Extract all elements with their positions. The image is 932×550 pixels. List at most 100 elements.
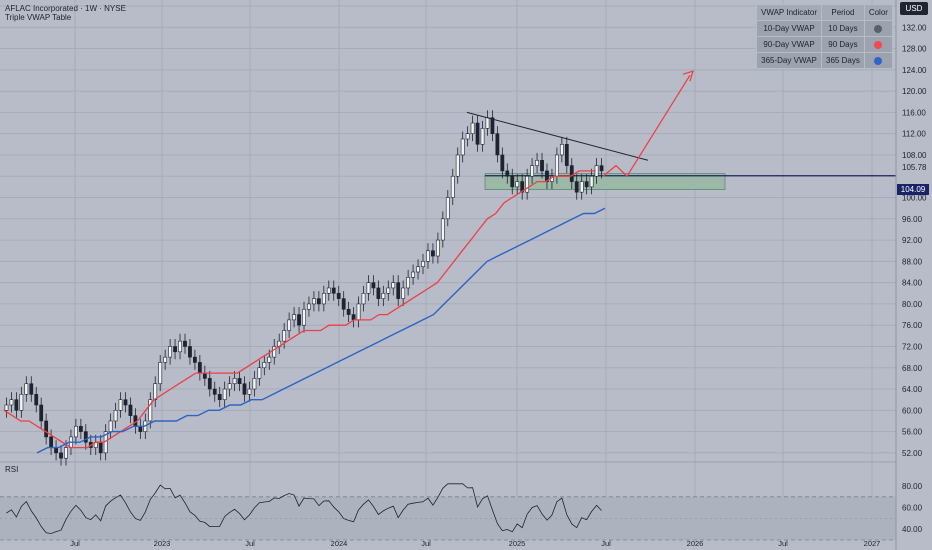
time-tick-label: 2027 bbox=[864, 539, 881, 548]
price-tick-label: 52.00 bbox=[902, 449, 923, 458]
candle-body bbox=[386, 287, 391, 294]
vwap-row: 10-Day VWAP 10 Days bbox=[755, 20, 893, 37]
time-tick-label: Jul bbox=[421, 539, 431, 548]
vwap-table: VWAP Indicator Period Color 10-Day VWAP … bbox=[755, 4, 893, 69]
candle-body bbox=[341, 298, 346, 310]
time-tick-label: Jul bbox=[70, 539, 80, 548]
candle-body bbox=[242, 383, 247, 395]
candle-body bbox=[381, 292, 386, 299]
candle-body bbox=[331, 287, 336, 294]
time-tick-label: Jul bbox=[601, 539, 611, 548]
candle-body bbox=[445, 197, 450, 220]
candle-body bbox=[9, 399, 14, 406]
candle-body bbox=[138, 425, 143, 432]
time-tick-label: 2026 bbox=[687, 539, 704, 548]
candle-body bbox=[545, 170, 549, 182]
price-candles bbox=[4, 110, 604, 466]
candle-body bbox=[14, 399, 19, 411]
vwap-period: 10 Days bbox=[821, 20, 865, 37]
candle-body bbox=[351, 314, 356, 321]
grid-lines bbox=[0, 0, 896, 538]
candle-body bbox=[247, 388, 252, 395]
candle-body bbox=[391, 282, 396, 289]
candle-body bbox=[282, 330, 287, 342]
candle-body bbox=[569, 165, 574, 182]
projection-arrowhead-icon bbox=[682, 70, 694, 82]
candle-body bbox=[510, 175, 515, 188]
candle-body bbox=[207, 378, 212, 390]
candle-body bbox=[44, 420, 49, 438]
candle-body bbox=[426, 250, 430, 262]
vwap-period: 90 Days bbox=[821, 36, 865, 53]
candle-body bbox=[579, 181, 584, 193]
candle-body bbox=[346, 308, 351, 315]
candle-body bbox=[505, 170, 510, 177]
candle-body bbox=[371, 282, 376, 289]
candle-body bbox=[465, 133, 470, 140]
price-axis-bg bbox=[896, 0, 932, 550]
candle-body bbox=[520, 181, 525, 193]
candle-body bbox=[74, 425, 78, 438]
candle-body bbox=[232, 378, 237, 385]
color-swatch-icon bbox=[874, 40, 883, 49]
price-tick-label: 108.00 bbox=[902, 151, 927, 160]
descending-trendline bbox=[466, 111, 649, 161]
price-tick-label: 84.00 bbox=[902, 279, 923, 288]
candle-body bbox=[163, 356, 168, 363]
candle-body bbox=[564, 144, 569, 166]
candle-body bbox=[416, 266, 420, 273]
axes: 136.00132.00128.00124.00120.00116.00112.… bbox=[70, 0, 932, 550]
candle-body bbox=[589, 175, 594, 188]
candle-body bbox=[554, 154, 559, 177]
time-tick-label: Jul bbox=[245, 539, 255, 548]
candle-body bbox=[118, 399, 123, 411]
price-tick-label: 80.00 bbox=[902, 300, 923, 309]
price-tick-label: 120.00 bbox=[902, 87, 927, 96]
candle-body bbox=[297, 314, 301, 326]
candle-body bbox=[495, 133, 500, 156]
vwap-indicator: 10-Day VWAP bbox=[755, 20, 823, 37]
currency-badge[interactable]: USD bbox=[900, 2, 928, 15]
candle-body bbox=[326, 287, 331, 294]
rsi-label: RSI bbox=[5, 465, 19, 474]
candle-body bbox=[287, 319, 292, 331]
candle-body bbox=[272, 346, 277, 358]
candle-body bbox=[267, 356, 272, 363]
candle-body bbox=[530, 165, 534, 177]
candle-body bbox=[123, 399, 128, 406]
candle-body bbox=[49, 436, 54, 448]
candle-body bbox=[54, 447, 58, 454]
price-tick-label: 105.78 bbox=[902, 163, 927, 172]
candle-body bbox=[29, 383, 34, 395]
vwap-row: 90-Day VWAP 90 Days bbox=[755, 36, 893, 53]
candle-body bbox=[535, 159, 539, 166]
vwap-color-cell bbox=[863, 20, 893, 37]
candle-body bbox=[98, 441, 103, 454]
price-tick-label: 124.00 bbox=[902, 66, 927, 75]
candle-body bbox=[515, 181, 520, 188]
header-indicator: VWAP Indicator bbox=[755, 4, 823, 21]
candle-body bbox=[83, 431, 88, 443]
candle-body bbox=[252, 378, 257, 390]
candle-body bbox=[366, 282, 371, 294]
candle-body bbox=[361, 292, 366, 305]
candle-body bbox=[59, 452, 63, 459]
candle-body bbox=[584, 181, 589, 188]
annotations bbox=[466, 70, 694, 178]
candle-body bbox=[173, 346, 177, 353]
price-tick-label: 116.00 bbox=[902, 108, 926, 117]
vwap-color-cell bbox=[863, 52, 893, 69]
price-tick-label: 92.00 bbox=[902, 236, 923, 245]
rsi-line bbox=[6, 483, 602, 534]
candle-body bbox=[193, 356, 197, 363]
candle-body bbox=[128, 404, 133, 416]
candle-body bbox=[197, 362, 202, 374]
candle-body bbox=[202, 372, 207, 379]
vwap-indicator: 365-Day VWAP bbox=[755, 52, 823, 69]
candle-body bbox=[450, 175, 455, 198]
candle-body bbox=[559, 144, 564, 156]
time-tick-label: 2023 bbox=[154, 539, 171, 548]
candle-body bbox=[307, 303, 311, 310]
price-tick-label: 96.00 bbox=[902, 215, 923, 224]
